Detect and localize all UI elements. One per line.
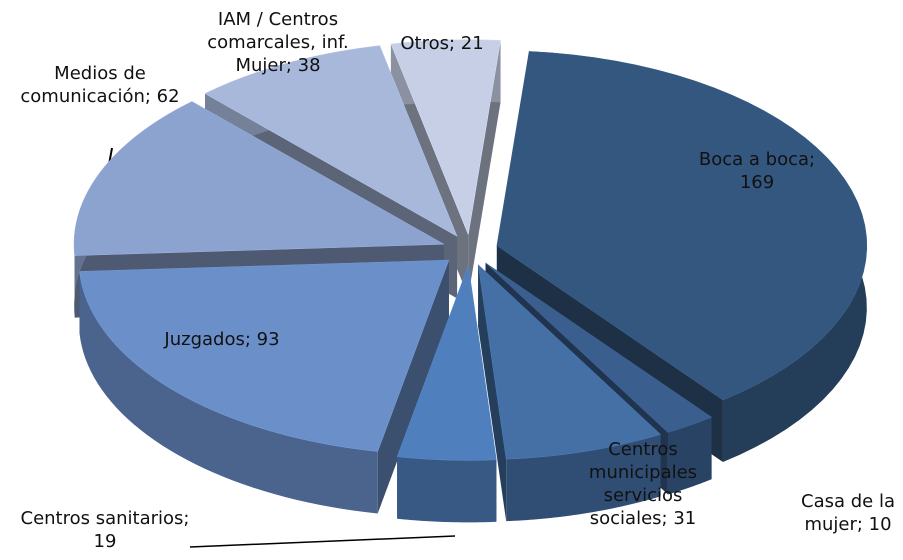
slice-top xyxy=(204,45,458,237)
slice xyxy=(477,264,662,522)
slice-top xyxy=(485,262,713,433)
data-label: IAM / Centros comarcales, inf. Mujer; 38 xyxy=(207,9,349,76)
slice xyxy=(79,259,450,514)
slice-top xyxy=(73,101,445,256)
slice-top xyxy=(477,264,662,460)
slice-wall xyxy=(397,456,497,523)
slice-top xyxy=(390,39,501,236)
slice-top xyxy=(396,265,497,461)
slice-side xyxy=(478,264,507,522)
slice-wall xyxy=(79,271,378,514)
data-label: Otros; 21 xyxy=(400,33,484,54)
data-label: Casa de la mujer; 10 xyxy=(801,491,895,535)
slice-top xyxy=(496,51,868,401)
data-label: Medios de comunicación; 62 xyxy=(20,63,180,107)
slice-top xyxy=(79,259,450,452)
data-label: Boca a boca; 169 xyxy=(698,149,816,193)
slice-side xyxy=(377,260,449,514)
slice-wall xyxy=(506,434,661,522)
slice-side xyxy=(468,40,501,297)
data-label: Juzgados; 93 xyxy=(164,329,280,350)
leader-line xyxy=(189,535,456,548)
data-label: Centros sanitarios; 19 xyxy=(20,508,190,552)
data-label: Centros municipales servicios sociales; … xyxy=(588,439,698,529)
slice-wall xyxy=(667,417,712,495)
slice xyxy=(396,265,497,523)
